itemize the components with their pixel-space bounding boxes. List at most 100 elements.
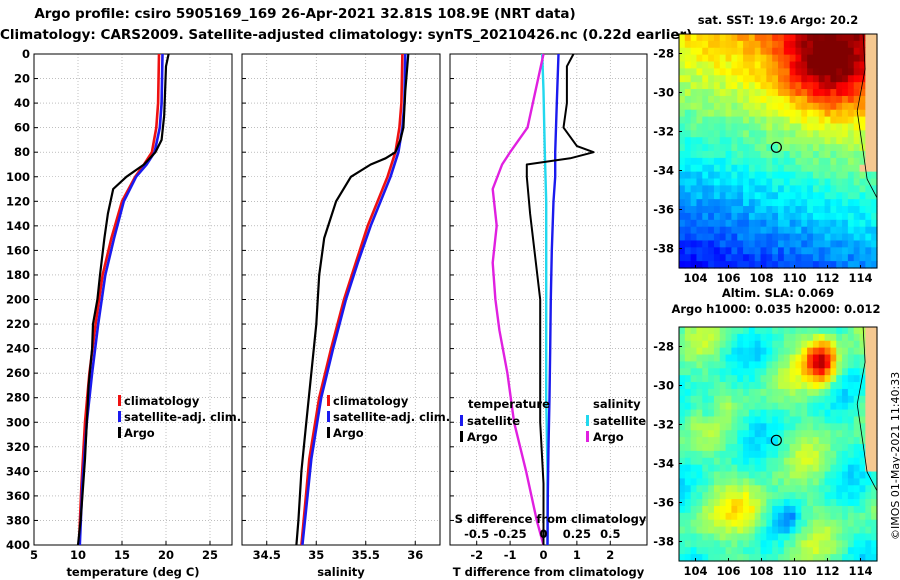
map-cell [830,464,837,473]
map-cell [859,109,866,118]
map-cell [772,199,779,207]
map-cell [725,444,733,452]
map-cell [702,471,709,480]
map-cell [783,54,791,63]
map-cell [818,395,826,404]
map-cell [719,123,727,131]
map-cell [760,116,767,125]
map-cell [859,375,866,383]
map-cell [760,261,767,269]
map-cell [702,340,709,349]
map-cell [725,388,733,397]
map-cell [783,82,791,90]
map-cell [708,402,715,411]
map-cell [702,368,709,376]
map-cell [731,82,738,90]
map-cell [737,547,744,555]
series-line-difference-0 [546,53,560,546]
map-cell [847,261,855,269]
map-cell [748,130,756,138]
map-cell [684,261,692,269]
map-cell [789,34,797,42]
map-cell [696,519,703,528]
map-cell [795,164,802,173]
map-cell [708,333,715,342]
map-cell [684,450,692,459]
map-cell [684,464,692,473]
map-cell [830,75,837,83]
map-cell [731,144,738,152]
map-cell [853,102,861,111]
map-cell [748,164,756,173]
map-cell [853,130,861,138]
map-cell [731,240,738,248]
map-cell [789,368,797,376]
map-cell [801,54,808,63]
map-cell [772,206,779,214]
map-cell [865,333,872,342]
map-cell [859,554,866,562]
map-cell [708,368,715,376]
map-cell [830,409,837,418]
map-cell [842,492,849,500]
map-cell [859,327,866,335]
map-cell [737,375,744,383]
map-cell [679,82,686,90]
map-cell [842,171,849,180]
map-frame [678,33,878,269]
map-y-tick-label: -28 [653,47,674,61]
map-cell [824,430,832,438]
map-cell [679,354,686,363]
map-cell [812,444,820,452]
map-cell [778,333,785,342]
map-cell [679,492,686,500]
map-cell [754,102,762,111]
map-cell [766,206,773,214]
map-cell [754,212,762,221]
map-cell [719,219,727,228]
map-cell [679,485,686,493]
map-cell [743,519,750,528]
map-cell [865,340,872,349]
map-cell [702,185,709,193]
map-cell [690,61,698,70]
y-tick-label-depth: 220 [6,317,30,331]
map-cell [859,382,866,390]
map-cell [766,540,773,548]
map-cell [766,382,773,390]
map-cell [690,382,698,390]
map-cell [824,34,832,42]
map-cell [859,206,866,214]
map-cell [696,402,703,411]
map-cell [836,375,843,383]
map-cell [789,178,797,187]
map-cell [702,430,709,438]
map-cell [853,199,861,207]
map-cell [871,388,878,397]
map-cell [836,130,843,138]
series-line-temperature-0 [77,53,161,546]
map-cell [783,75,791,83]
map-cell [836,199,843,207]
map-cell [679,75,686,83]
map-cell [842,75,849,83]
map-cell [824,157,832,166]
map-cell [719,505,727,514]
map-cell [696,109,703,118]
map-cell [731,554,738,562]
map-cell [713,554,721,562]
map-cell [719,471,727,480]
map-cell [842,254,849,262]
map-cell [778,457,785,466]
map-cell [719,375,727,383]
title-line-1: Argo profile: csiro 5905169_169 26-Apr-2… [34,6,576,22]
map-cell [713,457,721,466]
map-cell [702,206,709,214]
map-cell [760,347,767,356]
map-cell [783,444,791,452]
map-cell [743,333,750,342]
map-cell [853,395,861,404]
map-cell [824,192,832,200]
map-cell [818,247,826,255]
map-cell [842,437,849,445]
